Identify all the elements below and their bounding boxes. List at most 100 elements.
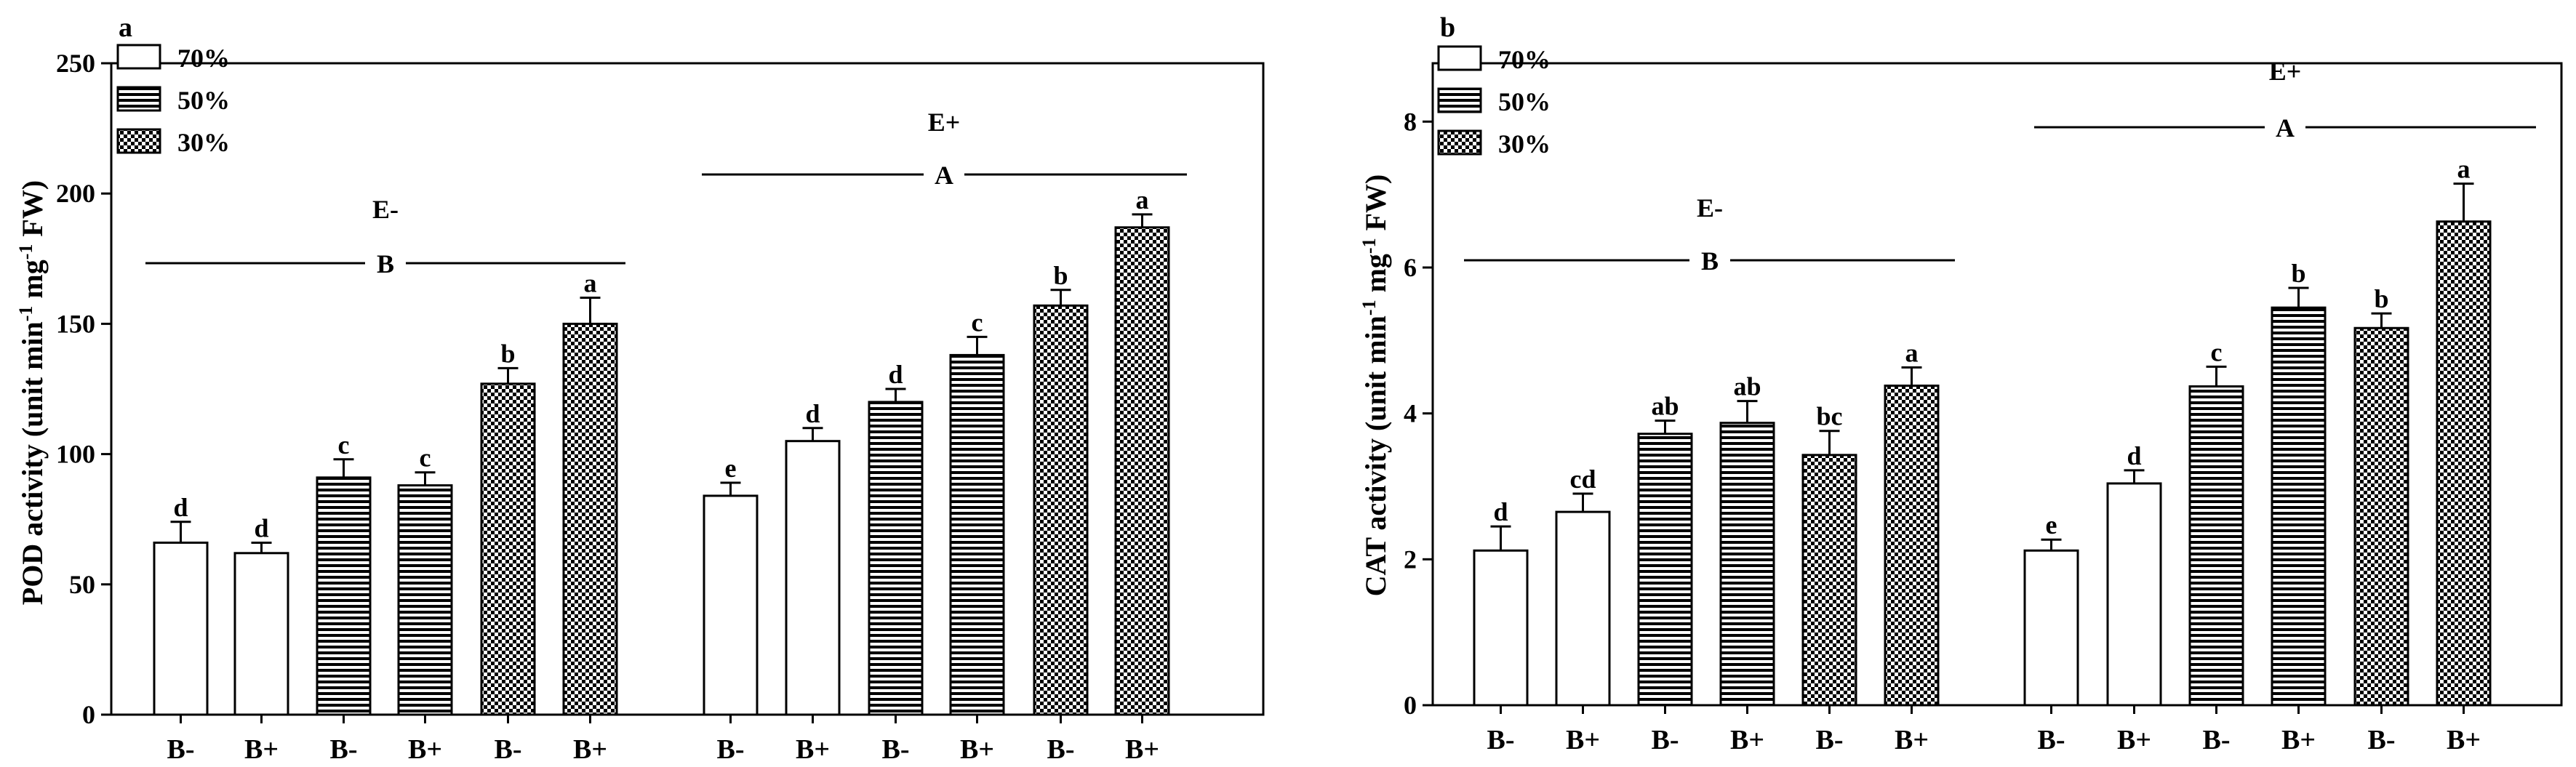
significance-letter: d bbox=[173, 493, 188, 522]
bar bbox=[1033, 304, 1089, 716]
y-tick-label: 250 bbox=[56, 49, 95, 78]
x-tick-label: B- bbox=[167, 734, 195, 765]
panel-b-cat: b CAT activity (unit min-1 mg-1 FW) 0 2 4 6… bbox=[1359, 12, 2563, 755]
significance-letter: b bbox=[2291, 259, 2305, 288]
y-tick-label: 4 bbox=[1404, 399, 1417, 428]
x-tick-label: B- bbox=[495, 734, 522, 765]
legend-label: 30% bbox=[1498, 129, 1551, 158]
y-tick-label: 50 bbox=[69, 570, 95, 599]
y-axis-label: CAT activity (unit min-1 mg-1 FW) bbox=[1359, 174, 1393, 597]
bar bbox=[233, 552, 289, 716]
significance-letter: c bbox=[338, 430, 350, 459]
y-tick-label: 0 bbox=[82, 700, 95, 729]
bar bbox=[2271, 306, 2327, 707]
legend-label: 70% bbox=[177, 44, 230, 73]
significance-letter: d bbox=[2127, 441, 2141, 470]
significance-letter: a bbox=[1905, 338, 1919, 367]
x-tick-label: B- bbox=[717, 734, 745, 765]
bar bbox=[316, 476, 372, 716]
legend-swatch bbox=[116, 86, 161, 112]
x-tick-label: B+ bbox=[408, 734, 442, 765]
x-tick-label: B- bbox=[1047, 734, 1075, 765]
bar bbox=[1719, 422, 1775, 707]
significance-letter: b bbox=[500, 339, 515, 368]
bar bbox=[785, 440, 841, 716]
legend-label: 50% bbox=[1498, 87, 1551, 116]
x-tick-label: B+ bbox=[960, 734, 994, 765]
bar bbox=[397, 484, 453, 716]
significance-letter: a bbox=[2457, 155, 2471, 184]
bar bbox=[153, 541, 209, 716]
bar bbox=[949, 353, 1005, 716]
x-tick-label: B+ bbox=[2447, 725, 2481, 755]
x-tick-label: B+ bbox=[2281, 725, 2316, 755]
bar bbox=[1637, 433, 1693, 707]
x-tick-label: B- bbox=[1816, 725, 1844, 755]
significance-letter: e bbox=[725, 454, 737, 483]
legend-swatch bbox=[1437, 87, 1482, 113]
significance-letter: c bbox=[972, 308, 983, 337]
y-tick-label: 2 bbox=[1404, 545, 1417, 574]
significance-letter: a bbox=[584, 269, 597, 298]
x-tick-label: B+ bbox=[573, 734, 607, 765]
bar bbox=[2023, 549, 2079, 707]
y-tick-label: 6 bbox=[1404, 253, 1417, 282]
x-tick-label: B+ bbox=[796, 734, 830, 765]
group-label: E+ bbox=[2269, 57, 2302, 86]
y-tick-label: 0 bbox=[1404, 691, 1417, 720]
plot-frame bbox=[110, 62, 1265, 716]
bar bbox=[562, 322, 618, 716]
x-tick-label: B+ bbox=[1125, 734, 1159, 765]
bar bbox=[1801, 454, 1857, 707]
bar bbox=[2188, 385, 2244, 707]
bar bbox=[2353, 326, 2409, 707]
bar bbox=[1555, 510, 1611, 707]
panel-label: b bbox=[1440, 12, 1455, 43]
group-label: E- bbox=[372, 195, 399, 224]
group-label: E- bbox=[1697, 193, 1723, 222]
significance-letter: c bbox=[2211, 337, 2223, 366]
y-tick-label: 100 bbox=[56, 440, 95, 469]
legend-swatch bbox=[116, 44, 161, 70]
legend-label: 70% bbox=[1498, 45, 1551, 74]
y-tick-label: 200 bbox=[56, 179, 95, 208]
significance-letter: d bbox=[254, 513, 268, 542]
group-significance-letter: B bbox=[1701, 246, 1719, 276]
x-tick-label: B- bbox=[2368, 725, 2396, 755]
plot-frame bbox=[1431, 62, 2563, 707]
legend-swatch bbox=[1437, 129, 1482, 156]
significance-letter: c bbox=[420, 443, 431, 473]
bar bbox=[1473, 549, 1529, 707]
x-tick-label: B- bbox=[2203, 725, 2231, 755]
x-tick-label: B- bbox=[2038, 725, 2065, 755]
significance-letter: ab bbox=[1651, 392, 1679, 421]
bar bbox=[2436, 220, 2492, 707]
plot-area: 0 2 4 6 8 d B-cd B+ ab B-ab B+ bc B-a B+ e B-d B+ c B-b B+ b… bbox=[1404, 45, 2563, 755]
group-significance-letter: A bbox=[935, 161, 953, 190]
y-axis-label: POD activity (unit min-1 mg-1 FW) bbox=[15, 180, 49, 605]
bar bbox=[868, 401, 924, 716]
significance-letter: d bbox=[888, 360, 903, 389]
legend-swatch bbox=[116, 128, 161, 154]
bar bbox=[1114, 226, 1170, 716]
x-tick-label: B+ bbox=[1566, 725, 1600, 755]
x-tick-label: B+ bbox=[244, 734, 279, 765]
plot-area: 0 50 100 150 200 250 d B-d B+ c B-c B+ b B-a B+ e B-d B+ d… bbox=[56, 44, 1265, 765]
x-tick-label: B+ bbox=[1895, 725, 1929, 755]
x-tick-label: B- bbox=[882, 734, 910, 765]
significance-letter: d bbox=[805, 399, 820, 428]
bar bbox=[1884, 385, 1940, 707]
x-tick-label: B+ bbox=[1730, 725, 1764, 755]
significance-letter: e bbox=[2046, 510, 2057, 539]
group-significance-letter: B bbox=[377, 249, 394, 278]
legend-label: 50% bbox=[177, 86, 230, 115]
y-tick-label: 150 bbox=[56, 309, 95, 338]
x-tick-label: B- bbox=[1487, 725, 1515, 755]
y-tick-label: 8 bbox=[1404, 107, 1417, 136]
panel-label: a bbox=[119, 12, 132, 43]
bar bbox=[703, 494, 759, 716]
group-significance-letter: A bbox=[2276, 113, 2295, 142]
significance-letter: ab bbox=[1733, 372, 1761, 401]
significance-letter: cd bbox=[1570, 465, 1596, 494]
